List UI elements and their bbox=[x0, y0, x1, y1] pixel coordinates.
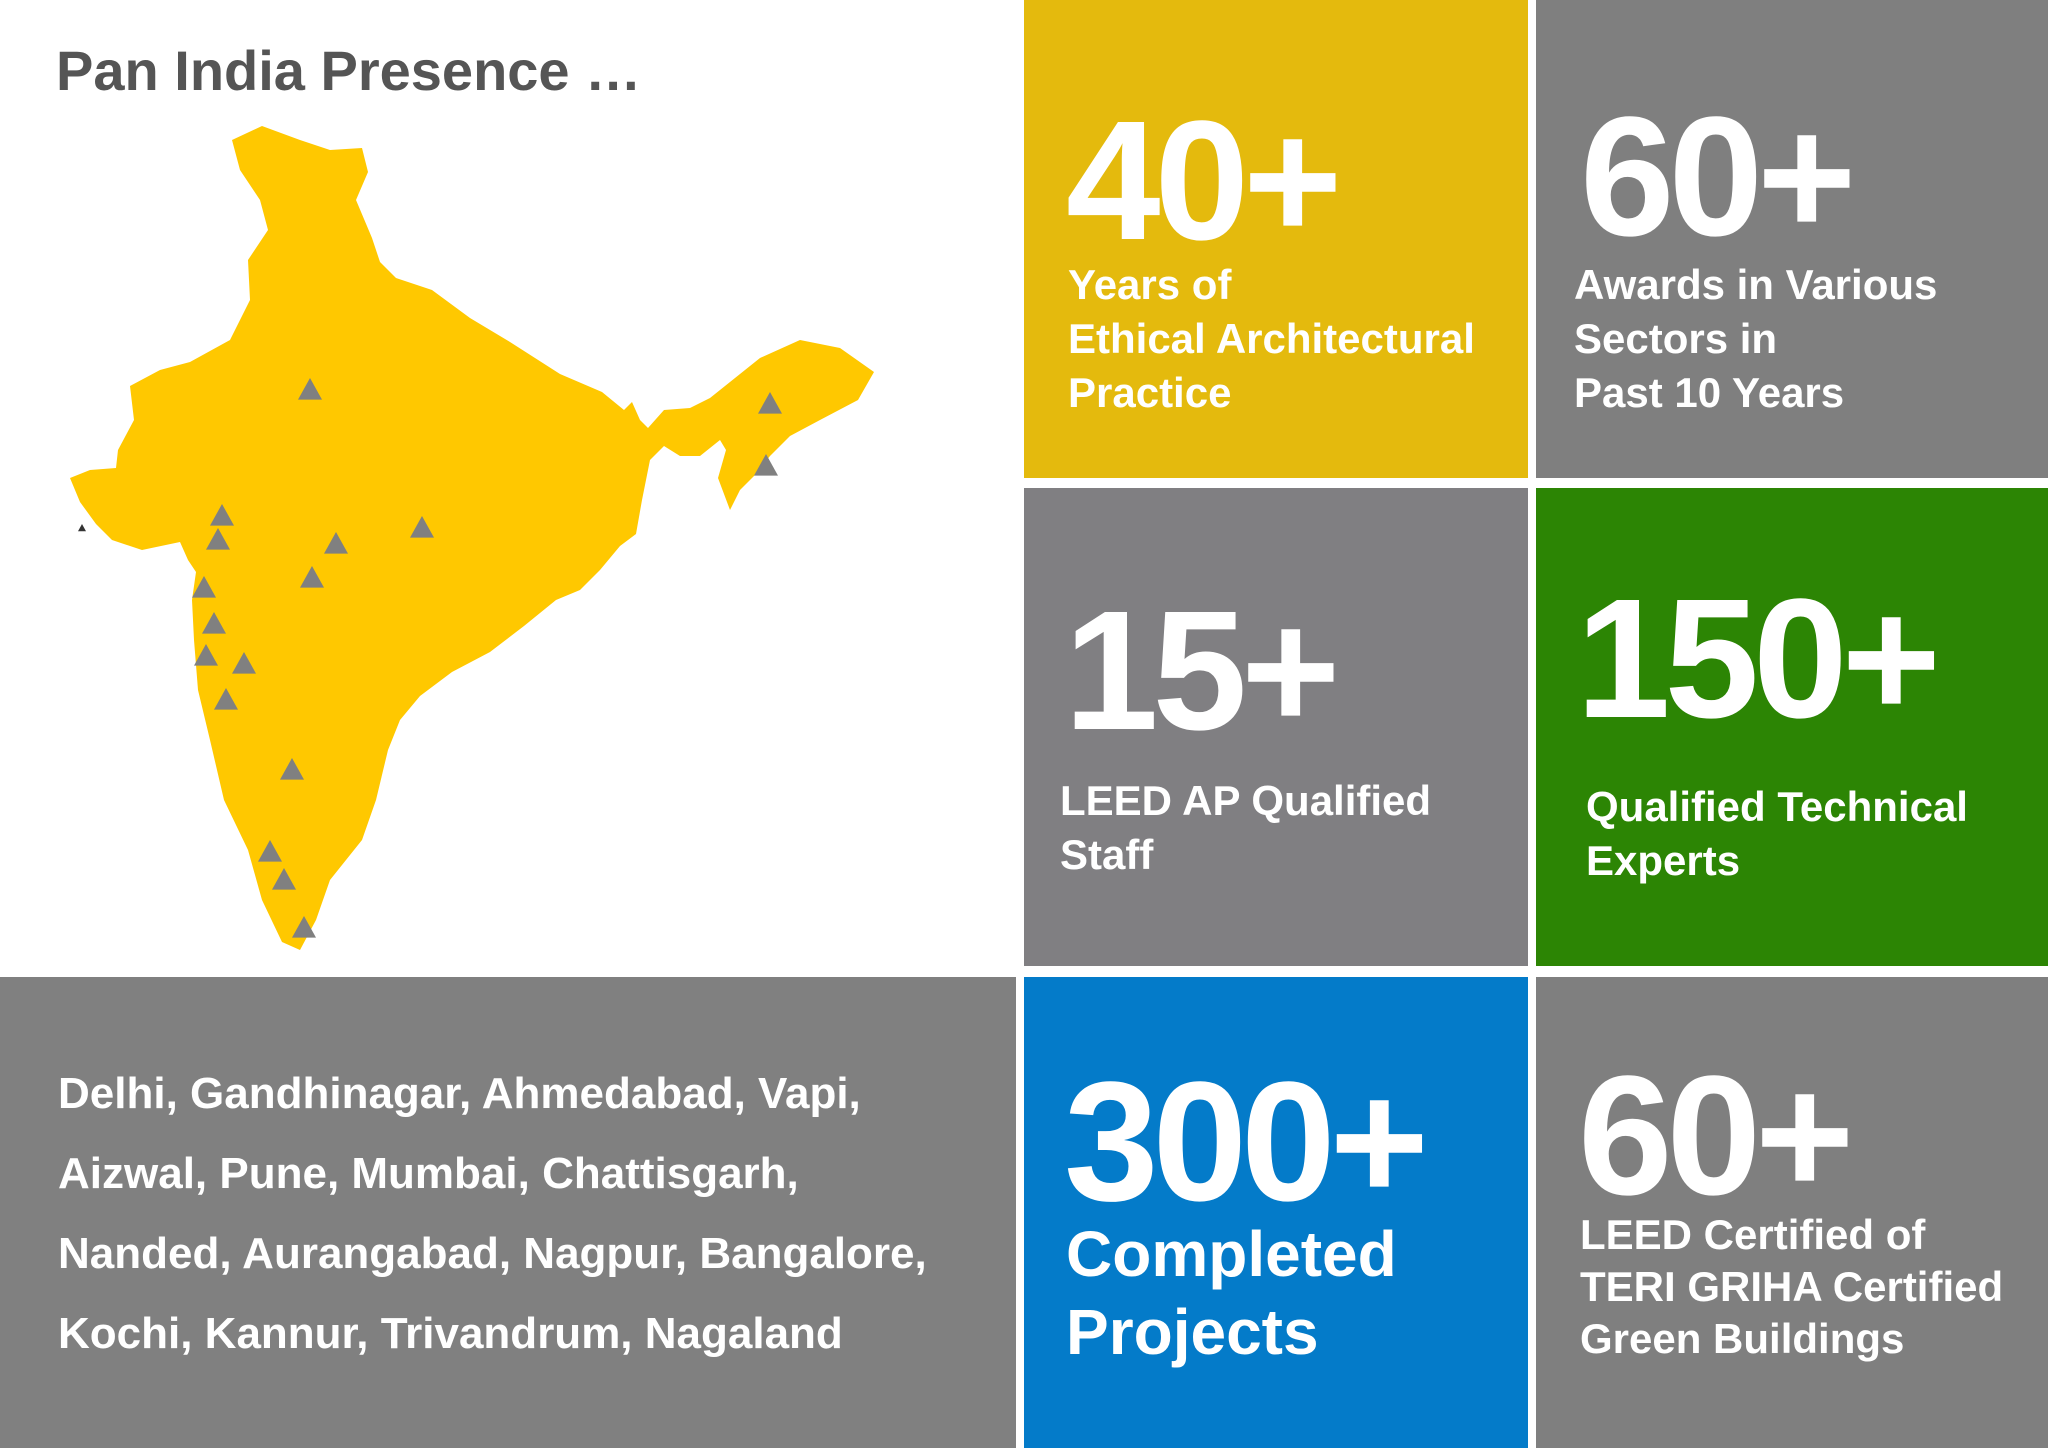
stat-description: LEED AP Qualified Staff bbox=[1060, 774, 1431, 882]
cities-line: Aizwal, Pune, Mumbai, Chattisgarh, bbox=[58, 1149, 799, 1198]
stat-description: Completed Projects bbox=[1066, 1215, 1397, 1371]
office-marker-icon bbox=[754, 454, 778, 476]
stat-line: Practice bbox=[1068, 369, 1232, 416]
office-marker-icon bbox=[292, 916, 316, 938]
office-marker-icon bbox=[194, 644, 218, 666]
office-marker-icon bbox=[298, 378, 322, 400]
page-title: Pan India Presence … bbox=[56, 39, 642, 102]
stat-description: Years of Ethical Architectural Practice bbox=[1068, 258, 1475, 420]
india-map bbox=[70, 126, 874, 950]
office-marker-icon bbox=[758, 392, 782, 414]
india-map-landmass bbox=[70, 126, 874, 950]
office-marker-icon bbox=[300, 566, 324, 588]
stat-value: 300+ bbox=[1064, 1047, 1429, 1237]
stat-value: 60+ bbox=[1580, 82, 1856, 272]
cities-panel: Delhi, Gandhinagar, Ahmedabad, Vapi, Aiz… bbox=[0, 977, 1016, 1448]
stat-tile-awards: 60+ Awards in Various Sectors in Past 10… bbox=[1536, 0, 2048, 478]
office-marker-icon bbox=[78, 524, 86, 532]
stat-line: Green Buildings bbox=[1580, 1315, 1905, 1362]
office-marker-icon bbox=[272, 868, 296, 890]
stat-value: 150+ bbox=[1576, 564, 1941, 754]
stat-value: 15+ bbox=[1064, 576, 1340, 766]
stat-line: Staff bbox=[1060, 831, 1154, 878]
office-markers bbox=[78, 378, 782, 938]
office-marker-icon bbox=[232, 652, 256, 674]
stat-description: Awards in Various Sectors in Past 10 Yea… bbox=[1574, 258, 1937, 420]
stat-line: Projects bbox=[1066, 1296, 1319, 1368]
stat-description: Qualified Technical Experts bbox=[1586, 780, 1968, 888]
office-marker-icon bbox=[324, 532, 348, 554]
stat-description: LEED Certified of TERI GRIHA Certified G… bbox=[1580, 1209, 2003, 1365]
stat-tile-experts: 150+ Qualified Technical Experts bbox=[1536, 488, 2048, 966]
office-marker-icon bbox=[206, 528, 230, 550]
stat-tile-green-buildings: 60+ LEED Certified of TERI GRIHA Certifi… bbox=[1536, 977, 2048, 1448]
stat-tile-projects: 300+ Completed Projects bbox=[1024, 977, 1528, 1448]
office-marker-icon bbox=[202, 612, 226, 634]
cities-line: Delhi, Gandhinagar, Ahmedabad, Vapi, bbox=[58, 1069, 861, 1118]
office-marker-icon bbox=[192, 576, 216, 598]
stat-line: LEED Certified of bbox=[1580, 1211, 1926, 1258]
stat-line: TERI GRIHA Certified bbox=[1580, 1263, 2004, 1310]
stat-line: Past 10 Years bbox=[1574, 369, 1845, 416]
stat-line: LEED AP Qualified bbox=[1060, 777, 1432, 824]
stat-line: Sectors in bbox=[1574, 315, 1778, 362]
stat-tile-leed-ap: 15+ LEED AP Qualified Staff bbox=[1024, 488, 1528, 966]
stat-value: 60+ bbox=[1578, 1041, 1854, 1231]
office-marker-icon bbox=[258, 840, 282, 862]
cities-line: Nanded, Aurangabad, Nagpur, Bangalore, bbox=[58, 1229, 927, 1278]
stat-value: 40+ bbox=[1066, 86, 1342, 276]
cities-line: Kochi, Kannur, Trivandrum, Nagaland bbox=[58, 1309, 843, 1358]
office-marker-icon bbox=[210, 504, 234, 526]
office-marker-icon bbox=[214, 688, 238, 710]
stat-tile-years: 40+ Years of Ethical Architectural Pract… bbox=[1024, 0, 1528, 478]
stat-line: Completed bbox=[1066, 1218, 1397, 1290]
stat-line: Qualified Technical bbox=[1586, 783, 1968, 830]
office-marker-icon bbox=[280, 758, 304, 780]
stat-line: Awards in Various bbox=[1574, 261, 1938, 308]
stat-line: Years of bbox=[1068, 261, 1232, 308]
stat-line: Ethical Architectural bbox=[1068, 315, 1475, 362]
office-marker-icon bbox=[410, 516, 434, 538]
stat-line: Experts bbox=[1586, 837, 1741, 884]
